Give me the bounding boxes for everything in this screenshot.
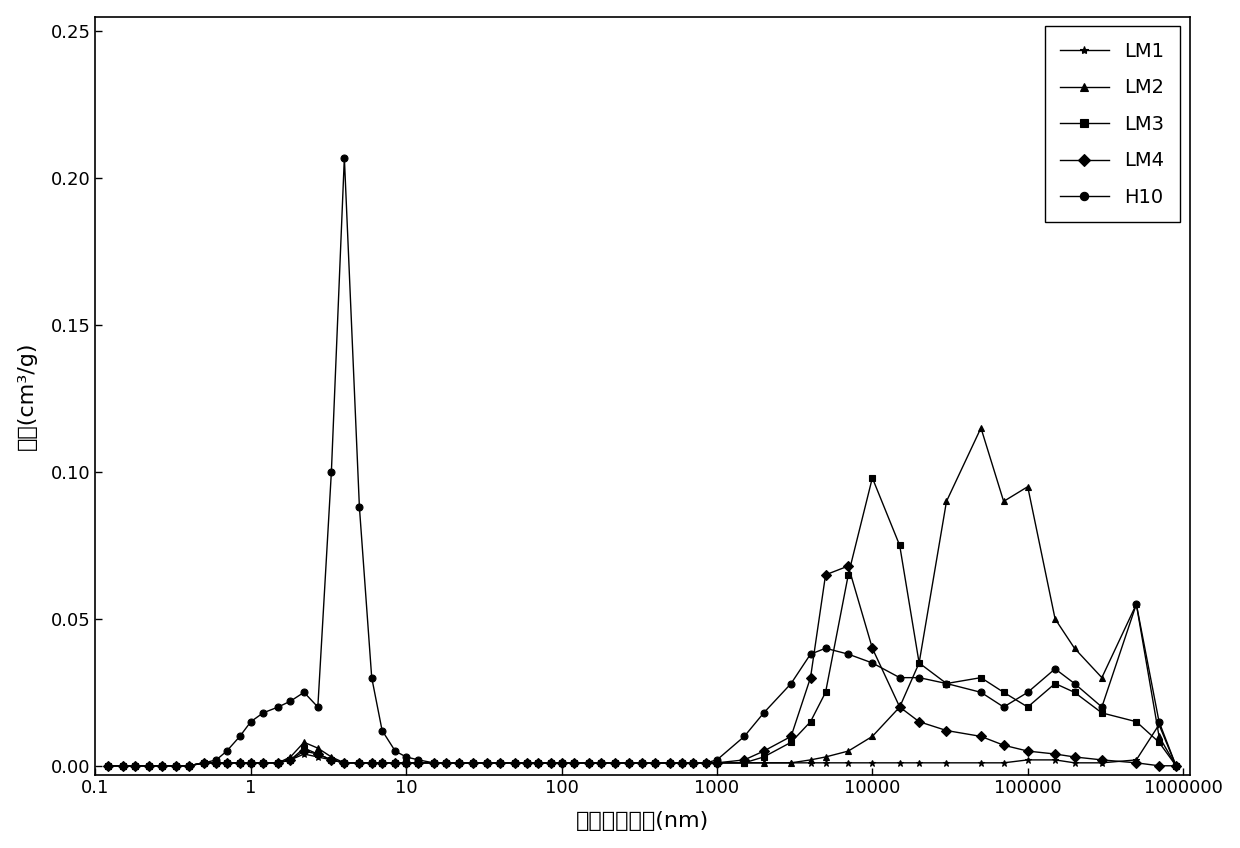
LM2 <box>1068 643 1083 653</box>
LM3 <box>1068 687 1083 697</box>
H10 <box>1068 678 1083 689</box>
LM3 <box>492 758 507 768</box>
H10 <box>466 758 481 768</box>
LM2 <box>451 758 466 768</box>
LM3 <box>232 758 247 768</box>
Line: H10: H10 <box>104 154 1179 769</box>
LM4 <box>232 758 247 768</box>
X-axis label: 页岔孔径分布(nm): 页岔孔径分布(nm) <box>575 812 709 831</box>
LM1 <box>1168 761 1183 771</box>
LM2 <box>208 758 223 768</box>
LM3 <box>1168 761 1183 771</box>
LM4 <box>1168 761 1183 771</box>
LM3 <box>866 473 880 483</box>
LM2 <box>1168 761 1183 771</box>
LM4 <box>841 561 856 571</box>
LM2 <box>492 758 507 768</box>
LM4 <box>492 758 507 768</box>
LM4 <box>100 761 115 771</box>
LM1 <box>784 758 799 768</box>
LM4 <box>1068 752 1083 762</box>
Line: LM3: LM3 <box>104 474 1179 769</box>
LM2 <box>100 761 115 771</box>
LM1 <box>100 761 115 771</box>
LM1 <box>1048 755 1063 765</box>
H10 <box>208 755 223 765</box>
LM3 <box>784 737 799 747</box>
H10 <box>100 761 115 771</box>
LM1 <box>1152 720 1167 730</box>
H10 <box>337 153 352 163</box>
Line: LM2: LM2 <box>104 425 1179 769</box>
LM3 <box>208 758 223 768</box>
H10 <box>804 649 818 659</box>
LM4 <box>208 758 223 768</box>
LM1 <box>232 758 247 768</box>
LM4 <box>784 731 799 741</box>
Line: LM4: LM4 <box>104 562 1179 769</box>
LM4 <box>451 758 466 768</box>
Line: LM1: LM1 <box>104 721 1179 769</box>
H10 <box>232 731 247 741</box>
LM1 <box>451 758 466 768</box>
Y-axis label: 孔容(cm³/g): 孔容(cm³/g) <box>16 342 37 450</box>
Legend: LM1, LM2, LM3, LM4, H10: LM1, LM2, LM3, LM4, H10 <box>1044 26 1179 222</box>
LM1 <box>492 758 507 768</box>
H10 <box>507 758 522 768</box>
H10 <box>1168 761 1183 771</box>
LM1 <box>208 758 223 768</box>
LM3 <box>451 758 466 768</box>
LM3 <box>100 761 115 771</box>
LM2 <box>232 758 247 768</box>
LM2 <box>973 423 988 433</box>
LM2 <box>784 758 799 768</box>
